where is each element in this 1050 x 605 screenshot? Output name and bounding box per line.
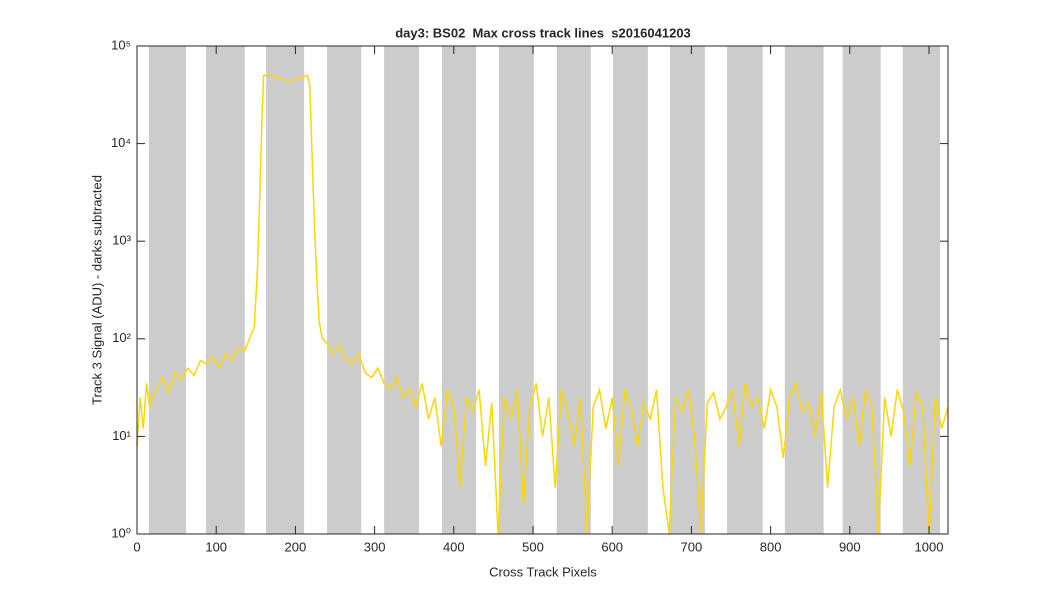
x-axis-label: Cross Track Pixels bbox=[489, 564, 597, 579]
y-tick-label: 10⁰ bbox=[111, 525, 131, 540]
y-tick-label: 10⁴ bbox=[111, 135, 131, 150]
y-tick-label: 10³ bbox=[112, 233, 131, 248]
band bbox=[327, 46, 362, 534]
band bbox=[205, 46, 245, 534]
y-axis-label: Track 3 Signal (ADU) - darks subtracted bbox=[89, 175, 104, 405]
x-tick-label: 700 bbox=[681, 539, 703, 554]
y-tick-label: 10¹ bbox=[112, 428, 131, 443]
plot-frame bbox=[136, 45, 949, 535]
band bbox=[498, 46, 534, 534]
x-tick-label: 200 bbox=[285, 539, 307, 554]
band bbox=[556, 46, 591, 534]
x-tick-label: 100 bbox=[205, 539, 227, 554]
band bbox=[441, 46, 476, 534]
x-tick-label: 1000 bbox=[915, 539, 944, 554]
y-tick-label: 10⁵ bbox=[111, 37, 131, 52]
x-tick-label: 600 bbox=[601, 539, 623, 554]
x-tick-label: 300 bbox=[364, 539, 386, 554]
band bbox=[384, 46, 419, 534]
x-tick-label: 0 bbox=[133, 539, 140, 554]
band bbox=[784, 46, 824, 534]
band bbox=[902, 46, 941, 534]
y-tick-label: 10² bbox=[112, 330, 131, 345]
band bbox=[670, 46, 705, 534]
band bbox=[266, 46, 305, 534]
band bbox=[612, 46, 648, 534]
data-line bbox=[136, 74, 949, 535]
band bbox=[148, 46, 187, 534]
x-tick-label: 900 bbox=[839, 539, 861, 554]
x-tick-label: 500 bbox=[522, 539, 544, 554]
x-tick-label: 400 bbox=[443, 539, 465, 554]
chart-title: day3: BS02 Max cross track lines s201604… bbox=[395, 25, 691, 40]
x-tick-label: 800 bbox=[760, 539, 782, 554]
band bbox=[727, 46, 763, 534]
